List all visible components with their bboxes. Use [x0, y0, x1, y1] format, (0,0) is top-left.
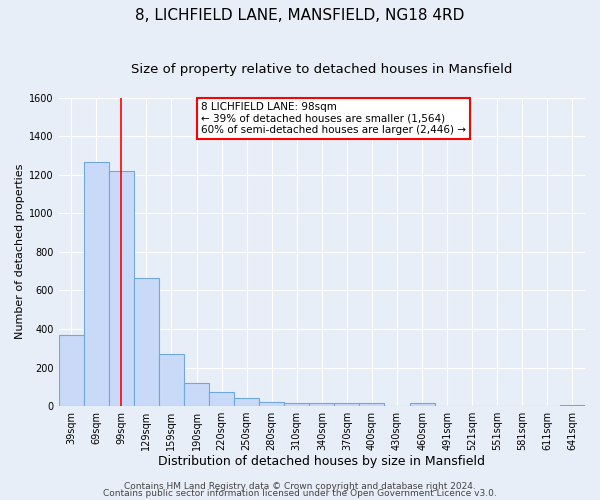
Bar	[134, 278, 159, 406]
Bar	[309, 403, 334, 406]
Text: Contains HM Land Registry data © Crown copyright and database right 2024.: Contains HM Land Registry data © Crown c…	[124, 482, 476, 491]
Bar	[184, 383, 209, 406]
Text: 8 LICHFIELD LANE: 98sqm
← 39% of detached houses are smaller (1,564)
60% of semi: 8 LICHFIELD LANE: 98sqm ← 39% of detache…	[201, 102, 466, 136]
Bar	[109, 171, 134, 406]
Bar	[284, 403, 309, 406]
Bar	[410, 403, 434, 406]
Text: Contains public sector information licensed under the Open Government Licence v3: Contains public sector information licen…	[103, 490, 497, 498]
Bar	[359, 403, 385, 406]
Bar	[334, 403, 359, 406]
X-axis label: Distribution of detached houses by size in Mansfield: Distribution of detached houses by size …	[158, 454, 485, 468]
Title: Size of property relative to detached houses in Mansfield: Size of property relative to detached ho…	[131, 62, 512, 76]
Bar	[209, 392, 234, 406]
Bar	[234, 398, 259, 406]
Text: 8, LICHFIELD LANE, MANSFIELD, NG18 4RD: 8, LICHFIELD LANE, MANSFIELD, NG18 4RD	[136, 8, 464, 22]
Y-axis label: Number of detached properties: Number of detached properties	[15, 164, 25, 340]
Bar	[159, 354, 184, 406]
Bar	[84, 162, 109, 406]
Bar	[59, 334, 84, 406]
Bar	[259, 402, 284, 406]
Bar	[560, 405, 585, 406]
